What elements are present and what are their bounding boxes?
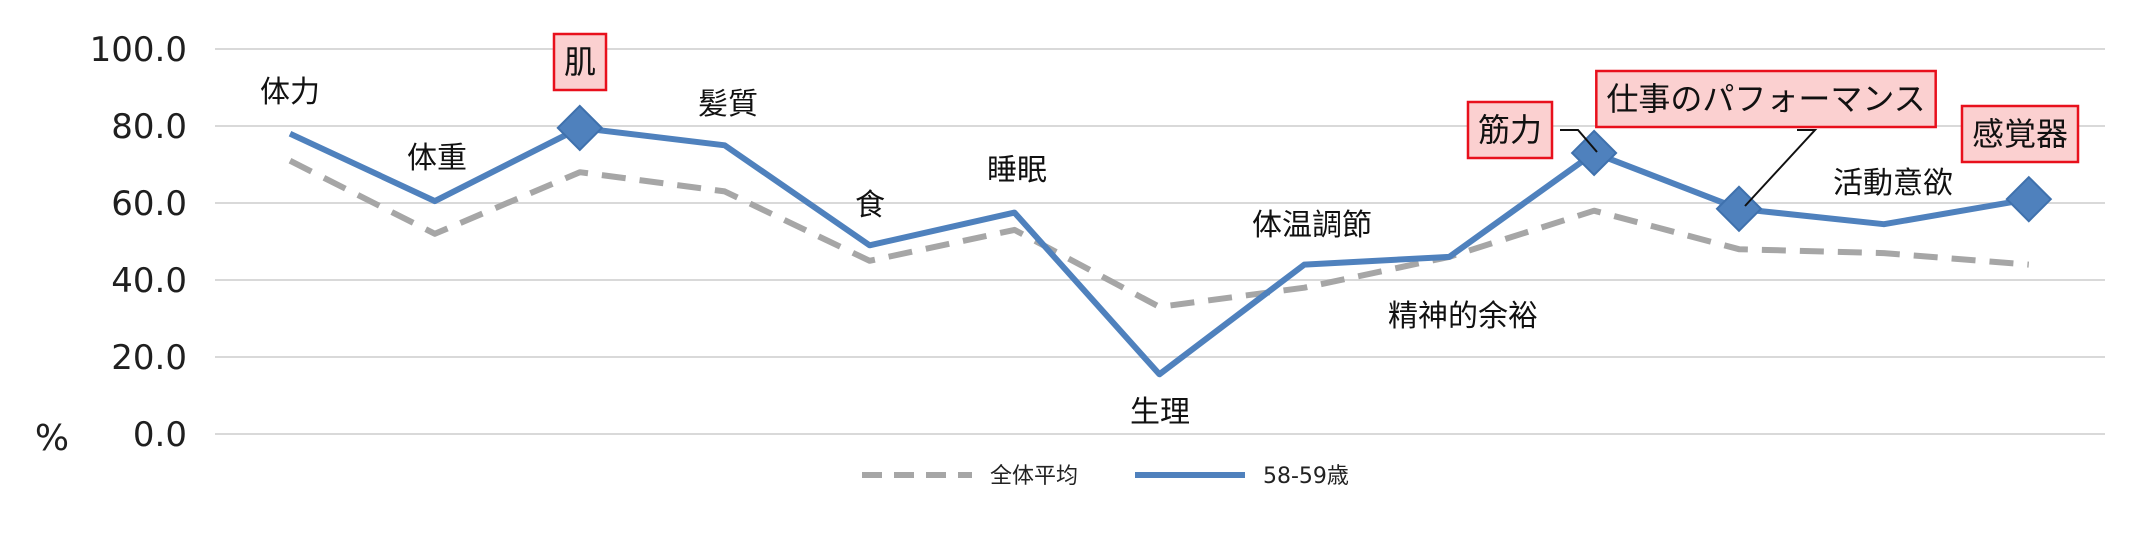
category-callout-label: 感覚器 xyxy=(1972,115,2068,153)
diamond-marker xyxy=(2005,175,2053,223)
series-lines xyxy=(288,124,2030,378)
legend-label: 全体平均 xyxy=(990,464,1078,489)
category-label: 睡眠 xyxy=(987,153,1047,188)
callout-box xyxy=(552,32,608,92)
callout-connector xyxy=(1744,129,1818,207)
category-label: 体重 xyxy=(407,141,467,176)
callout-connectors xyxy=(1560,129,1818,207)
series-markers xyxy=(556,104,2053,233)
y-tick-label: 80.0 xyxy=(111,107,187,147)
callout-box xyxy=(1466,100,1554,160)
callout-connector xyxy=(1560,129,1598,153)
category-label: 生理 xyxy=(1130,395,1190,430)
category-label: 体力 xyxy=(260,75,320,110)
diamond-marker xyxy=(556,104,604,152)
category-label: 髪質 xyxy=(698,87,758,122)
category-callout-label: 肌 xyxy=(564,43,596,81)
diamond-marker xyxy=(1715,185,1763,233)
category-label: 活動意欲 xyxy=(1833,166,1953,201)
y-tick-label: 20.0 xyxy=(111,338,187,378)
y-tick-label: 40.0 xyxy=(111,261,187,301)
y-tick-label: 100.0 xyxy=(90,30,187,70)
y-unit-label: % xyxy=(35,418,69,459)
diamond-marker xyxy=(1570,129,1618,177)
category-callout-label: 筋力 xyxy=(1478,111,1542,149)
y-tick-label: 0.0 xyxy=(133,415,187,455)
category-label: 食 xyxy=(855,188,885,223)
category-label: 精神的余裕 xyxy=(1388,299,1538,334)
callout-box xyxy=(1595,69,1937,129)
legend: 全体平均 58-59歳 xyxy=(862,464,1349,489)
y-tick-label: 60.0 xyxy=(111,184,187,224)
series-line-1 xyxy=(288,158,2030,310)
category-label: 体温調節 xyxy=(1252,208,1372,243)
gridlines xyxy=(215,48,2105,435)
category-callout-label: 仕事のパフォーマンス xyxy=(1606,80,1925,118)
legend-label: 58-59歳 xyxy=(1263,464,1349,489)
y-axis-ticks: 100.0 80.0 60.0 40.0 20.0 0.0 xyxy=(90,30,187,455)
callout-box xyxy=(1960,104,2080,164)
